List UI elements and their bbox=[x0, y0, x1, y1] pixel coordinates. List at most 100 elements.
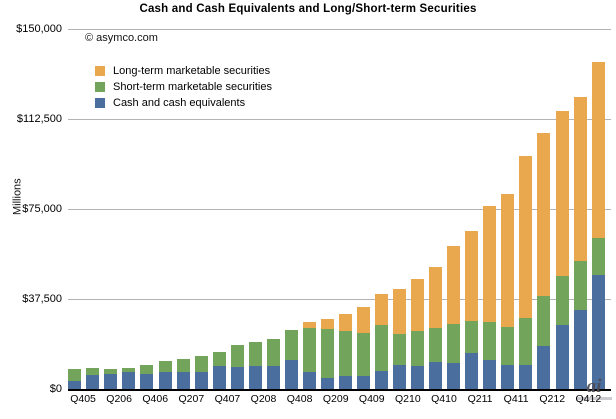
bar-Q107-segment-bottom bbox=[176, 371, 190, 389]
bar-Q407-segment-middle bbox=[230, 344, 244, 367]
long-term-swatch-icon bbox=[95, 66, 105, 76]
bar-Q211-segment-bottom bbox=[483, 359, 497, 389]
y-tick-label-37500: $37,500 bbox=[22, 293, 62, 305]
bar-Q311 bbox=[501, 193, 515, 389]
x-tick-label-Q410: Q410 bbox=[431, 393, 457, 405]
bar-Q308-segment-bottom bbox=[284, 360, 298, 389]
bar-Q112-segment-bottom bbox=[537, 346, 551, 389]
bar-Q309 bbox=[357, 307, 371, 389]
bar-Q208 bbox=[266, 339, 280, 389]
x-tick-label-Q409: Q409 bbox=[358, 393, 385, 405]
x-tick-label-Q207: Q207 bbox=[178, 393, 205, 405]
bar-Q311-segment-top bbox=[501, 193, 515, 328]
bar-Q312-segment-top bbox=[573, 97, 587, 262]
bar-Q305-segment-middle bbox=[68, 369, 82, 381]
bar-Q309-segment-middle bbox=[357, 332, 371, 377]
bar-Q108 bbox=[248, 342, 262, 389]
bar-Q207-segment-bottom bbox=[194, 371, 208, 389]
bar-Q410-segment-bottom bbox=[447, 363, 461, 389]
bar-Q305 bbox=[68, 369, 82, 389]
bar-Q107-segment-middle bbox=[176, 358, 190, 372]
bar-Q409-segment-middle bbox=[375, 325, 389, 371]
bar-Q310-segment-bottom bbox=[429, 361, 443, 389]
bar-Q209-segment-middle bbox=[338, 330, 352, 376]
bar-Q108-segment-bottom bbox=[248, 366, 262, 389]
bar-Q307-segment-middle bbox=[212, 352, 226, 367]
bar-Q111-segment-top bbox=[465, 231, 479, 322]
bar-Q112 bbox=[537, 133, 551, 389]
bar-Q305-segment-bottom bbox=[68, 380, 82, 389]
bar-Q410 bbox=[447, 245, 461, 389]
bar-Q411-segment-top bbox=[519, 155, 533, 319]
bar-Q106 bbox=[104, 369, 118, 389]
bar-Q311-segment-bottom bbox=[501, 365, 515, 389]
bar-Q106-segment-middle bbox=[104, 369, 118, 374]
bar-Q412-segment-middle bbox=[591, 237, 605, 276]
bar-Q110 bbox=[393, 289, 407, 389]
bar-Q211 bbox=[483, 206, 497, 389]
bar-Q206-segment-bottom bbox=[122, 372, 136, 389]
bar-Q209-segment-bottom bbox=[338, 375, 352, 389]
bar-Q212-segment-bottom bbox=[555, 324, 569, 389]
x-tick-label-Q206: Q206 bbox=[106, 393, 132, 405]
bar-Q108-segment-middle bbox=[248, 342, 262, 367]
x-tick-label-Q407: Q407 bbox=[214, 393, 241, 405]
x-tick-label-Q406: Q406 bbox=[142, 393, 169, 405]
gridline-37500 bbox=[68, 299, 611, 300]
bar-Q410-segment-middle bbox=[447, 324, 461, 364]
legend-label-cash: Cash and cash equivalents bbox=[113, 97, 246, 109]
bar-Q109-segment-middle bbox=[320, 329, 334, 379]
bar-Q112-segment-top bbox=[537, 133, 551, 297]
x-tick-label-Q405: Q405 bbox=[70, 393, 96, 405]
y-tick-label-0: $0 bbox=[49, 383, 62, 395]
bar-Q408-segment-bottom bbox=[302, 371, 316, 389]
bar-Q106-segment-bottom bbox=[104, 373, 118, 389]
legend-label-short-term: Short-term marketable securities bbox=[113, 81, 272, 93]
bar-Q212-segment-middle bbox=[555, 276, 569, 325]
bar-Q110-segment-bottom bbox=[393, 364, 407, 389]
bar-Q308 bbox=[284, 330, 298, 389]
bar-Q407 bbox=[230, 344, 244, 389]
bar-Q309-segment-bottom bbox=[357, 376, 371, 389]
bar-Q408 bbox=[302, 321, 316, 389]
y-tick-label-150000: $150,000 bbox=[16, 23, 62, 35]
gridline-75000 bbox=[68, 209, 611, 210]
bar-Q306 bbox=[140, 364, 154, 389]
y-tick-label-75000: $75,000 bbox=[22, 203, 62, 215]
watermark-underline bbox=[576, 397, 612, 400]
gridline-112500 bbox=[68, 119, 611, 120]
bar-Q109-segment-top bbox=[320, 319, 334, 330]
bar-Q307-segment-bottom bbox=[212, 366, 226, 389]
bar-Q307 bbox=[212, 352, 226, 389]
bar-Q310 bbox=[429, 266, 443, 389]
short-term-swatch-icon bbox=[95, 82, 105, 92]
bar-Q411-segment-bottom bbox=[519, 365, 533, 389]
x-tick-label-Q411: Q411 bbox=[503, 393, 529, 405]
cash-swatch-icon bbox=[95, 98, 105, 108]
bar-Q210-segment-top bbox=[411, 279, 425, 332]
bar-Q110-segment-middle bbox=[393, 333, 407, 365]
chart-title: Cash and Cash Equivalents and Long/Short… bbox=[139, 3, 477, 15]
legend-item-long-term: Long-term marketable securities bbox=[95, 63, 272, 79]
legend-item-cash: Cash and cash equivalents bbox=[95, 95, 272, 111]
bar-Q306-segment-bottom bbox=[140, 373, 154, 389]
bar-Q406-segment-middle bbox=[158, 360, 172, 373]
x-tick-label-Q209: Q209 bbox=[322, 393, 349, 405]
bar-Q405-segment-middle bbox=[86, 368, 100, 376]
x-tick-label-Q212: Q212 bbox=[539, 393, 566, 405]
x-tick-label-Q412: Q412 bbox=[575, 393, 602, 405]
bar-Q206 bbox=[122, 367, 136, 389]
x-tick-label-Q210: Q210 bbox=[395, 393, 421, 405]
bar-Q312-segment-bottom bbox=[573, 310, 587, 389]
bar-Q211-segment-top bbox=[483, 206, 497, 323]
bar-Q109 bbox=[320, 319, 334, 389]
watermark: ai bbox=[576, 377, 612, 400]
bar-Q311-segment-middle bbox=[501, 327, 515, 366]
bar-Q312 bbox=[573, 97, 587, 389]
legend: Long-term marketable securities Short-te… bbox=[95, 63, 272, 111]
bar-Q111 bbox=[465, 231, 479, 389]
bar-Q411 bbox=[519, 155, 533, 389]
x-tick-label-Q211: Q211 bbox=[467, 393, 493, 405]
bar-Q407-segment-bottom bbox=[230, 366, 244, 389]
bar-Q208-segment-middle bbox=[266, 339, 280, 366]
